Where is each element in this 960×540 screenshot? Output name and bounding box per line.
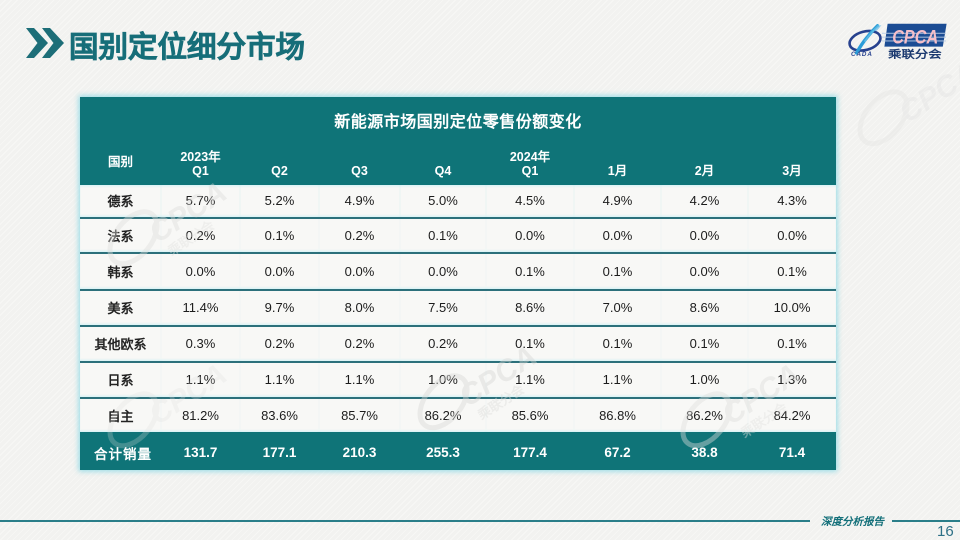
- svg-text:CPCA: CPCA: [892, 27, 938, 48]
- svg-text:乘联分会: 乘联分会: [887, 48, 942, 61]
- svg-text:CPCA: CPCA: [893, 55, 960, 129]
- svg-text:CADA: CADA: [851, 51, 873, 58]
